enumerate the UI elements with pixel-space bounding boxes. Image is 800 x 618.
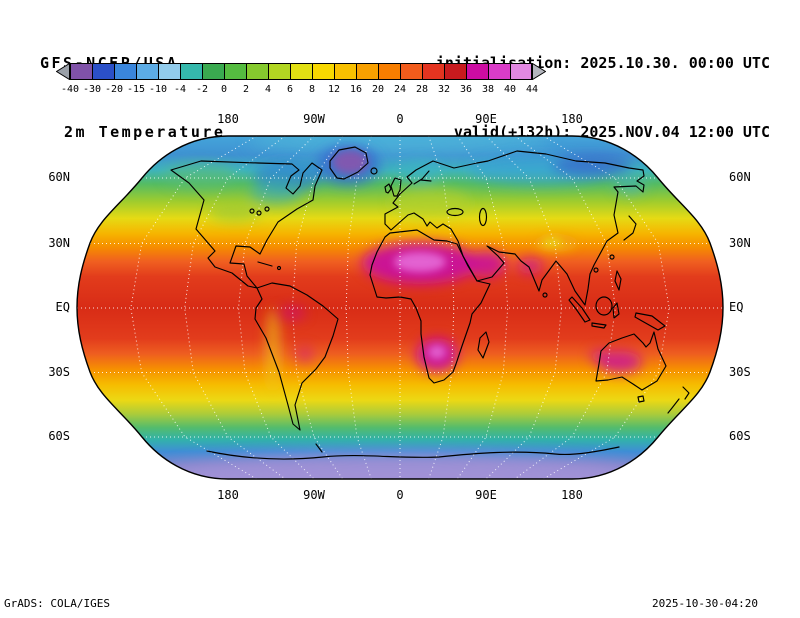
colorbar-segment--4-to--2	[180, 64, 202, 79]
colorbar-tick-4: 4	[264, 84, 272, 95]
colorbar-segment-0-to-2	[224, 64, 246, 79]
colorbar-segment-6-to-8	[290, 64, 312, 79]
colorbar-segment-20-to-24	[378, 64, 400, 79]
colorbar-segment-4-to-6	[268, 64, 290, 79]
colorbar-tick--20: -20	[104, 84, 124, 95]
product-title: 2m Temperature	[64, 123, 226, 141]
coastline-eurasia	[384, 150, 645, 306]
colorbar-tick--40: -40	[60, 84, 80, 95]
graticule-gridlines	[77, 136, 723, 479]
colorbar-tick-0: 0	[220, 84, 228, 95]
coastline-greenland	[329, 146, 369, 180]
coastline-new-zealand	[667, 386, 690, 414]
coastline-tasmania	[637, 395, 645, 403]
colorbar-tick-38: 38	[481, 84, 495, 95]
coastline-borneo	[595, 296, 613, 316]
colorbar-tick--4: -4	[173, 84, 187, 95]
colorbar-tick--2: -2	[195, 84, 209, 95]
colorbar-tick--10: -10	[148, 84, 168, 95]
coastline-sri-lanka	[542, 292, 548, 298]
coastline-caspian-sea	[478, 207, 488, 227]
coastline-great-lake	[256, 210, 262, 216]
colorbar-segment-36-to-38	[466, 64, 488, 79]
coastline-great-lake	[264, 206, 270, 212]
colorbar-segment-8-to-12	[312, 64, 334, 79]
cold-anomaly-blobs	[164, 145, 646, 392]
colorbar-tick-40: 40	[503, 84, 517, 95]
coastline-java	[591, 322, 607, 329]
coastline-hispaniola	[276, 265, 282, 271]
colorbar-tick-28: 28	[415, 84, 429, 95]
coastline-iceland	[370, 167, 378, 175]
colorbar-above-arrow	[532, 63, 546, 80]
colorbar-segment-24-to-28	[400, 64, 422, 79]
coastline-japan	[623, 215, 637, 241]
coastline-cuba	[257, 261, 273, 267]
footer-timestamp: 2025-10-30-04:20	[652, 597, 758, 610]
colorbar-segment-38-to-40	[488, 64, 510, 79]
coastline-ireland	[384, 183, 392, 194]
colorbar-tick-32: 32	[437, 84, 451, 95]
coastline-antarctica	[206, 443, 620, 460]
coastline-philippines	[614, 270, 622, 291]
coastline-sulawesi	[612, 302, 620, 319]
colorbar-tick-36: 36	[459, 84, 473, 95]
coastline-north-america	[170, 160, 323, 289]
coastline-madagascar	[477, 331, 490, 359]
colorbar-tick-16: 16	[349, 84, 363, 95]
coastline-new-guinea	[634, 312, 666, 331]
coastline-taiwan	[609, 254, 615, 260]
coastlines	[170, 146, 690, 460]
colorbar-segment--20-to--15	[114, 64, 136, 79]
coastline-hainan	[593, 267, 599, 273]
coastline-sumatra	[568, 296, 591, 323]
colorbar-segment--10-to--4	[158, 64, 180, 79]
colorbar-segment-28-to-32	[422, 64, 444, 79]
colorbar-tick--30: -30	[82, 84, 102, 95]
coastline-black-sea	[446, 207, 464, 217]
colorbar-tick-44: 44	[525, 84, 539, 95]
colorbar	[56, 63, 546, 80]
colorbar-segment-12-to-16	[334, 64, 356, 79]
extreme-cores	[332, 150, 578, 359]
footer-grads-credit: GrADS: COLA/IGES	[4, 597, 110, 610]
coastline-south-america	[254, 282, 339, 431]
coastline-great-lake	[249, 208, 255, 214]
colorbar-tick-6: 6	[286, 84, 294, 95]
coastline-baltic	[413, 170, 432, 185]
colorbar-segment--15-to--10	[136, 64, 158, 79]
colorbar-segment--40-to--30	[70, 64, 92, 79]
colorbar-segments	[70, 63, 532, 80]
colorbar-segment--2-to-0	[202, 64, 224, 79]
temperature-field	[77, 136, 723, 479]
colorbar-tick-8: 8	[308, 84, 316, 95]
colorbar-tick-24: 24	[393, 84, 407, 95]
colorbar-tick--15: -15	[126, 84, 146, 95]
colorbar-tick-12: 12	[327, 84, 341, 95]
colorbar-tick-2: 2	[242, 84, 250, 95]
coastline-britain	[390, 177, 402, 197]
colorbar-tick-20: 20	[371, 84, 385, 95]
colorbar-segment-2-to-4	[246, 64, 268, 79]
coastline-australia	[595, 331, 667, 391]
colorbar-segment-32-to-36	[444, 64, 466, 79]
colorbar-segment--30-to--20	[92, 64, 114, 79]
colorbar-below-arrow	[56, 63, 70, 80]
colorbar-segment-16-to-20	[356, 64, 378, 79]
colorbar-segment-40-to-44	[510, 64, 532, 79]
